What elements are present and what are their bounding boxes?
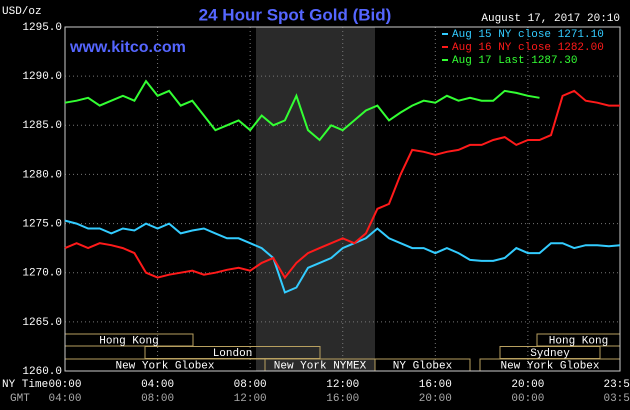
x-tick-label: 04:00 <box>141 379 174 391</box>
y-tick-label: 1280.0 <box>22 169 62 181</box>
y-tick-label: 1285.0 <box>22 120 62 132</box>
session-label: Hong Kong <box>549 335 608 347</box>
x2-tick-label: 20:00 <box>419 393 452 405</box>
session-label: Hong Kong <box>99 335 158 347</box>
series-line <box>64 219 621 294</box>
y-tick-label: 1270.0 <box>22 268 62 280</box>
x2-tick-label: 03:59 <box>603 393 630 405</box>
y-axis-label: USD/oz <box>2 6 42 18</box>
x-tick-label: 00:00 <box>48 379 81 391</box>
legend-label: Aug 15 NY close 1271.10 <box>452 29 604 41</box>
series-line <box>64 89 620 280</box>
x-tick-label: 12:00 <box>326 379 359 391</box>
y-tick-label: 1290.0 <box>22 71 62 83</box>
session-label: New York Globex <box>115 360 214 372</box>
y-tick-label: 1260.0 <box>22 366 62 378</box>
plot-frame <box>64 26 621 372</box>
legend-label: Aug 17 Last 1287.30 <box>452 55 577 67</box>
x2-axis-label: GMT <box>10 393 30 405</box>
timestamp: August 17, 2017 20:10 <box>481 13 620 25</box>
series-line <box>64 79 540 142</box>
y-tick-label: 1275.0 <box>22 218 62 230</box>
x2-tick-label: 00:00 <box>511 393 544 405</box>
legend-label: Aug 16 NY close 1282.00 <box>452 42 604 54</box>
x-tick-label: 20:00 <box>511 379 544 391</box>
x2-tick-label: 08:00 <box>141 393 174 405</box>
x-tick-label: 16:00 <box>419 379 452 391</box>
x-tick-label: 08:00 <box>234 379 267 391</box>
session-label: Sydney <box>530 348 570 360</box>
session-label: New York NYMEX <box>274 360 367 372</box>
x2-tick-label: 12:00 <box>234 393 267 405</box>
x-tick-label: 23:59 <box>603 379 630 391</box>
site: www.kitco.com <box>69 39 186 56</box>
session-label: NY Globex <box>393 360 453 372</box>
x2-tick-label: 16:00 <box>326 393 359 405</box>
x2-tick-label: 04:00 <box>48 393 81 405</box>
y-tick-label: 1295.0 <box>22 22 62 34</box>
session-label: New York Globex <box>500 360 599 372</box>
session-label: London <box>213 348 253 360</box>
chart-title: 24 Hour Spot Gold (Bid) <box>199 5 392 24</box>
x-axis-label: NY Time <box>2 379 48 391</box>
y-tick-label: 1265.0 <box>22 317 62 329</box>
nymex-shade <box>256 27 375 371</box>
